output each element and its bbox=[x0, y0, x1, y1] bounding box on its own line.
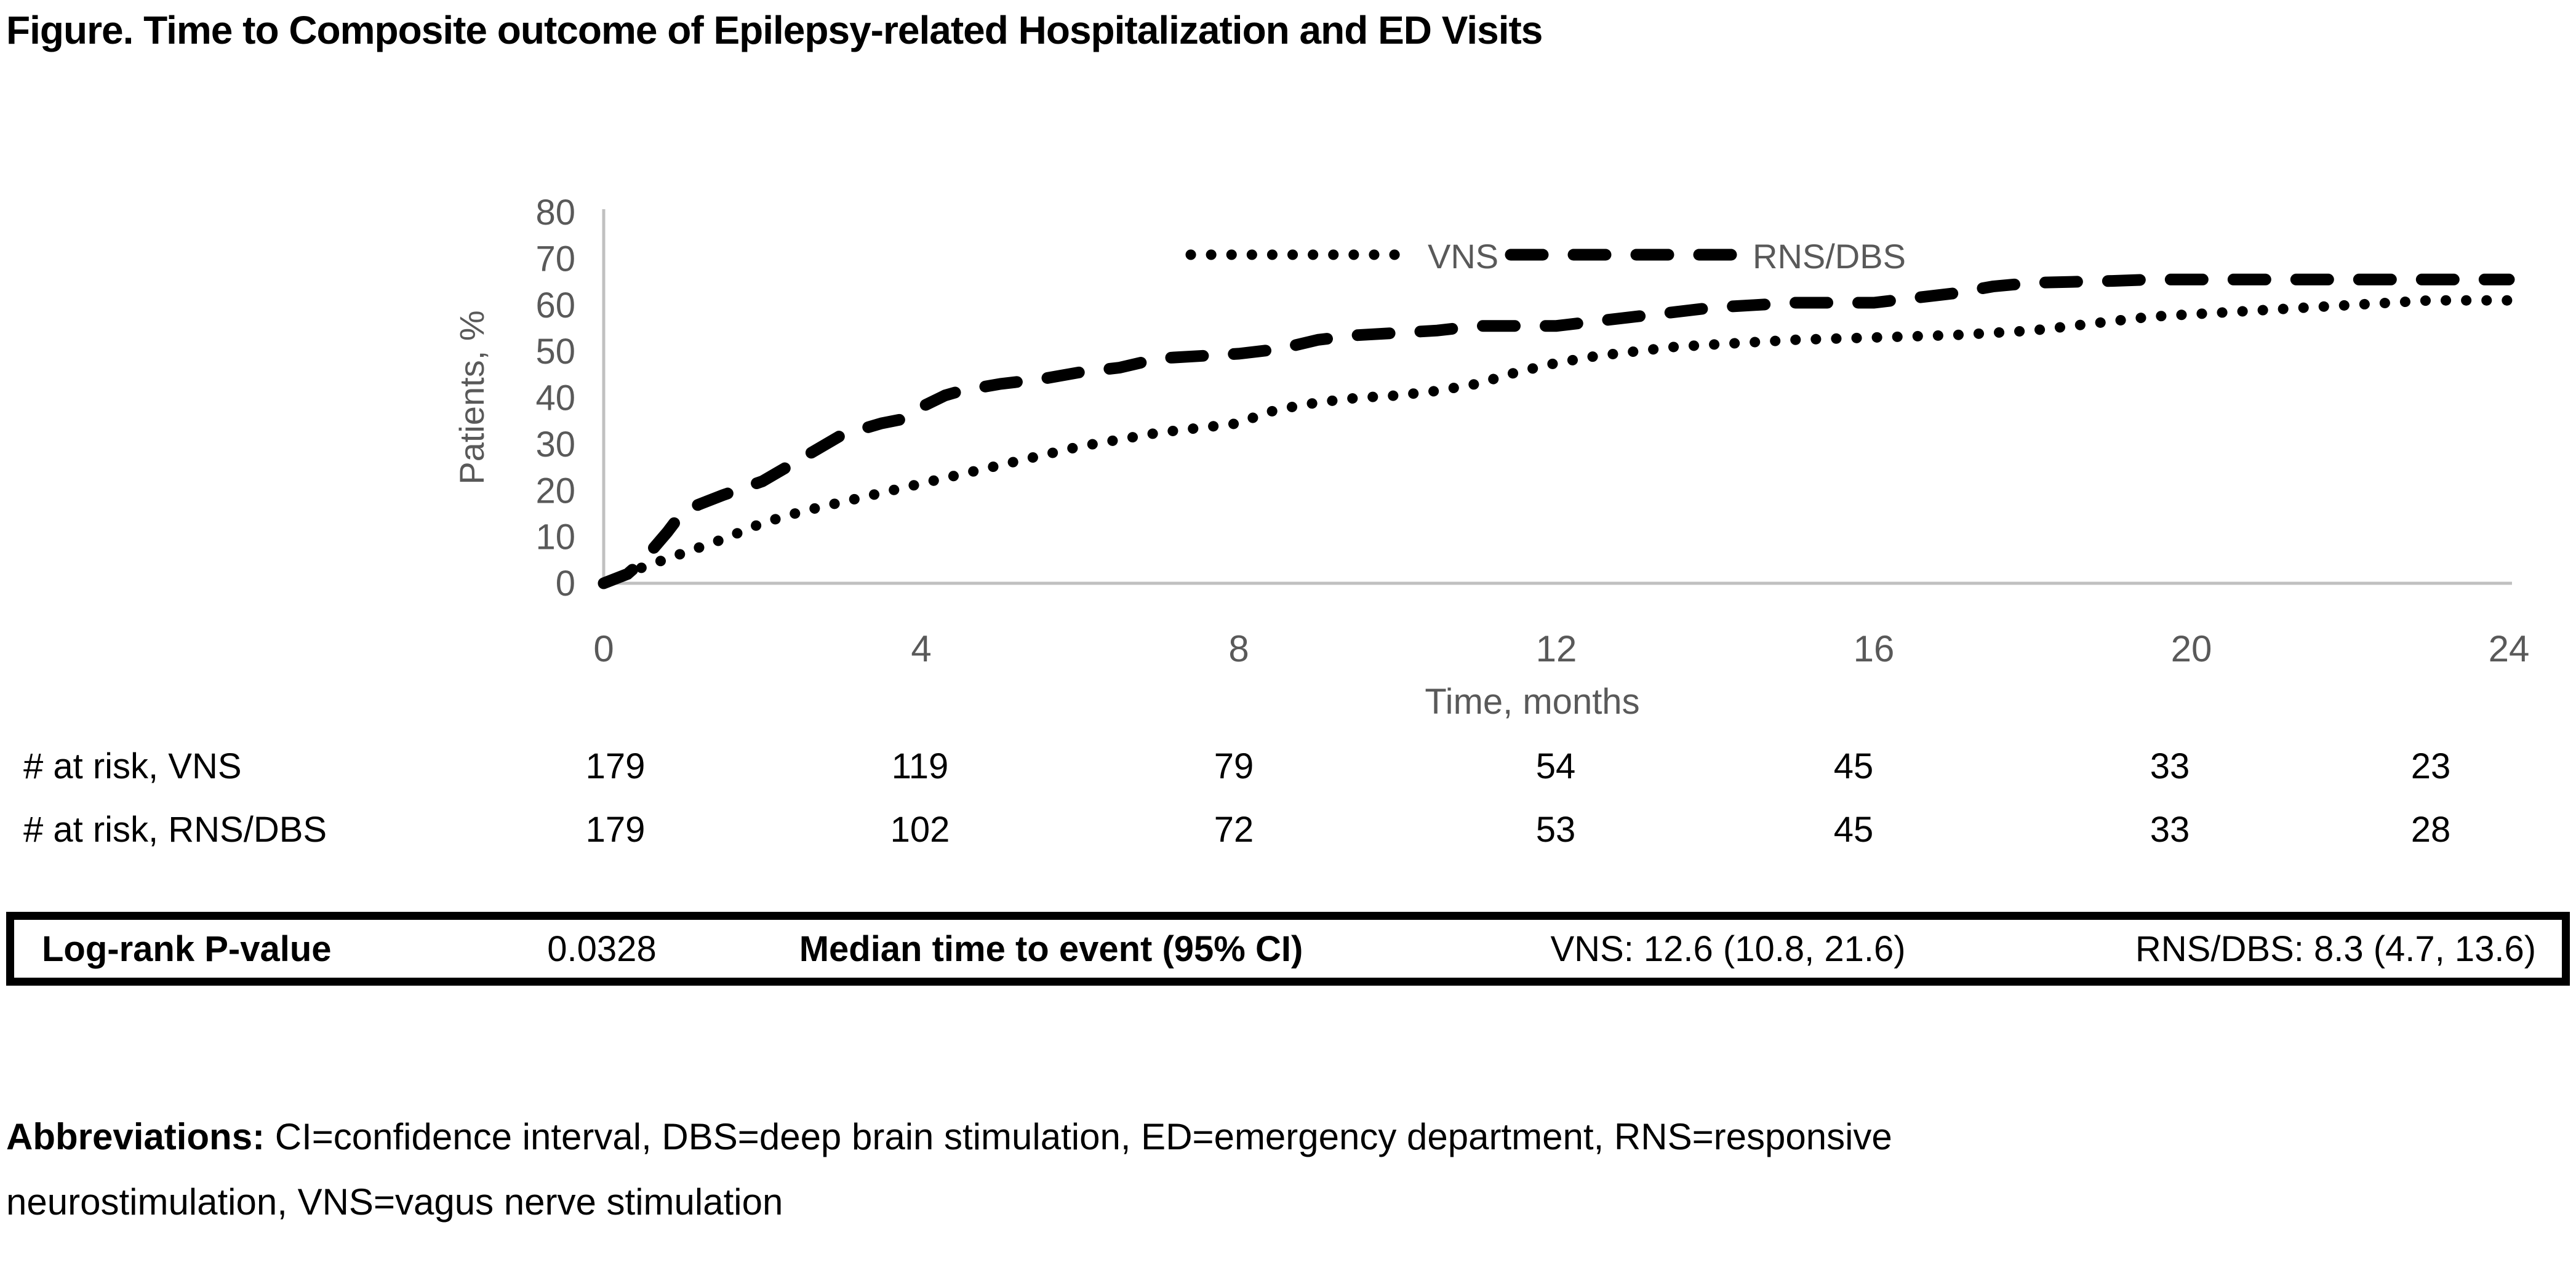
y-tick-label: 30 bbox=[535, 425, 575, 465]
y-tick-label: 40 bbox=[535, 378, 575, 418]
at-risk-value: 119 bbox=[891, 746, 949, 786]
x-tick-label: 20 bbox=[2171, 628, 2212, 669]
abbreviations-line1: CI=confidence interval, DBS=deep brain s… bbox=[274, 1116, 1892, 1157]
at-risk-value: 45 bbox=[1833, 810, 1874, 850]
y-tick-label: 0 bbox=[556, 564, 575, 604]
at-risk-value: 28 bbox=[2410, 810, 2451, 850]
at-risk-value: 102 bbox=[890, 810, 950, 850]
y-tick-label: 20 bbox=[535, 471, 575, 511]
series-curve-rns-dbs bbox=[598, 273, 2515, 589]
at-risk-value: 23 bbox=[2410, 746, 2451, 786]
x-tick-label: 24 bbox=[2489, 628, 2530, 669]
x-tick-label: 8 bbox=[1228, 628, 1249, 669]
at-risk-value: 72 bbox=[1214, 810, 1254, 850]
x-tick-label: 4 bbox=[911, 628, 931, 669]
log-rank-value: 0.0328 bbox=[547, 928, 657, 969]
abbreviations: Abbreviations: CI=confidence interval, D… bbox=[6, 1104, 2529, 1235]
at-risk-value: 79 bbox=[1214, 746, 1254, 786]
y-tick-label: 70 bbox=[535, 239, 575, 279]
abbreviations-label: Abbreviations: bbox=[6, 1116, 275, 1157]
y-tick-label: 60 bbox=[535, 285, 575, 325]
x-tick-label: 16 bbox=[1854, 628, 1895, 669]
median-rns-dbs-value: RNS/DBS: 8.3 (4.7, 13.6) bbox=[2135, 928, 2537, 969]
x-axis-title: Time, months bbox=[1425, 682, 1639, 722]
y-tick-label: 50 bbox=[535, 332, 575, 372]
figure-title: Figure. Time to Composite outcome of Epi… bbox=[6, 8, 1543, 52]
legend-label: VNS bbox=[1428, 237, 1498, 276]
x-tick-label: 12 bbox=[1536, 628, 1577, 669]
y-tick-label: 10 bbox=[535, 517, 575, 557]
series-curve-vns bbox=[598, 295, 2514, 589]
at-risk-row-label: # at risk, VNS bbox=[23, 746, 242, 786]
at-risk-row-label: # at risk, RNS/DBS bbox=[23, 810, 327, 850]
x-tick-label: 0 bbox=[593, 628, 614, 669]
at-risk-value: 179 bbox=[585, 746, 646, 786]
median-time-label: Median time to event (95% CI) bbox=[799, 928, 1303, 969]
at-risk-value: 33 bbox=[2150, 810, 2190, 850]
legend-label: RNS/DBS bbox=[1753, 237, 1906, 276]
at-risk-value: 53 bbox=[1535, 810, 1576, 850]
at-risk-value: 179 bbox=[585, 810, 646, 850]
y-axis-title: Patients, % bbox=[452, 310, 491, 484]
median-vns-value: VNS: 12.6 (10.8, 21.6) bbox=[1550, 928, 1906, 969]
stats-bar: Log-rank P-value 0.0328 Median time to e… bbox=[6, 912, 2570, 986]
log-rank-label: Log-rank P-value bbox=[42, 928, 332, 969]
at-risk-value: 33 bbox=[2150, 746, 2190, 786]
at-risk-value: 45 bbox=[1833, 746, 1874, 786]
at-risk-value: 54 bbox=[1535, 746, 1576, 786]
abbreviations-line2: neurostimulation, VNS=vagus nerve stimul… bbox=[6, 1181, 783, 1223]
y-tick-label: 80 bbox=[535, 193, 575, 233]
